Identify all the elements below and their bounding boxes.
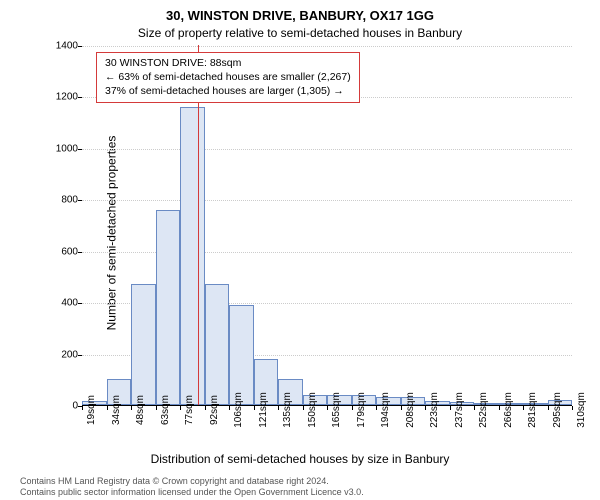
x-tick-mark [401, 406, 402, 410]
chart-subtitle: Size of property relative to semi-detach… [0, 26, 600, 40]
y-tick-label: 0 [48, 401, 78, 412]
x-tick-mark [82, 406, 83, 410]
x-tick-mark [352, 406, 353, 410]
x-tick-mark [303, 406, 304, 410]
footer-attribution: Contains HM Land Registry data © Crown c… [20, 476, 580, 499]
histogram-bar [205, 284, 230, 405]
x-tick-label: 77sqm [184, 395, 195, 425]
y-tick-label: 800 [48, 195, 78, 206]
info-line-2: ← 63% of semi-detached houses are smalle… [105, 70, 351, 84]
info-line-1: 30 WINSTON DRIVE: 88sqm [105, 56, 351, 70]
y-tick-label: 1000 [48, 143, 78, 154]
x-tick-mark [205, 406, 206, 410]
x-tick-mark [572, 406, 573, 410]
grid-line [82, 149, 572, 150]
x-tick-label: 106sqm [233, 392, 244, 428]
x-tick-mark [425, 406, 426, 410]
x-tick-label: 223sqm [429, 392, 440, 428]
y-tick-label: 1200 [48, 92, 78, 103]
x-tick-mark [450, 406, 451, 410]
x-tick-label: 19sqm [86, 395, 97, 425]
chart-title: 30, WINSTON DRIVE, BANBURY, OX17 1GG [0, 8, 600, 23]
info-line-3: 37% of semi-detached houses are larger (… [105, 84, 351, 98]
x-tick-label: 34sqm [111, 395, 122, 425]
x-tick-label: 266sqm [503, 392, 514, 428]
x-tick-mark [499, 406, 500, 410]
info-box: 30 WINSTON DRIVE: 88sqm ← 63% of semi-de… [96, 52, 360, 103]
x-tick-mark [548, 406, 549, 410]
x-tick-mark [523, 406, 524, 410]
x-tick-label: 281sqm [527, 392, 538, 428]
x-tick-mark [156, 406, 157, 410]
x-tick-label: 237sqm [454, 392, 465, 428]
plot-area: 30 WINSTON DRIVE: 88sqm ← 63% of semi-de… [82, 46, 572, 406]
grid-line [82, 200, 572, 201]
x-tick-mark [278, 406, 279, 410]
x-tick-label: 194sqm [380, 392, 391, 428]
x-tick-label: 121sqm [258, 392, 269, 428]
x-tick-label: 135sqm [282, 392, 293, 428]
footer-line-1: Contains HM Land Registry data © Crown c… [20, 476, 580, 487]
property-size-histogram: 30, WINSTON DRIVE, BANBURY, OX17 1GG Siz… [0, 0, 600, 500]
x-tick-mark [254, 406, 255, 410]
x-tick-mark [327, 406, 328, 410]
x-tick-mark [376, 406, 377, 410]
y-tick-label: 1400 [48, 41, 78, 52]
x-tick-label: 63sqm [160, 395, 171, 425]
x-tick-mark [107, 406, 108, 410]
histogram-bar [229, 305, 254, 405]
x-tick-label: 208sqm [405, 392, 416, 428]
x-tick-label: 92sqm [209, 395, 220, 425]
x-tick-label: 165sqm [331, 392, 342, 428]
x-tick-label: 48sqm [135, 395, 146, 425]
x-tick-label: 295sqm [552, 392, 563, 428]
y-tick-label: 200 [48, 349, 78, 360]
histogram-bar [180, 107, 205, 405]
x-tick-mark [474, 406, 475, 410]
x-tick-label: 252sqm [478, 392, 489, 428]
y-tick-label: 600 [48, 246, 78, 257]
x-tick-label: 150sqm [307, 392, 318, 428]
y-tick-label: 400 [48, 298, 78, 309]
x-tick-label: 310sqm [576, 392, 587, 428]
histogram-bar [131, 284, 156, 405]
grid-line [82, 46, 572, 47]
x-tick-mark [180, 406, 181, 410]
x-axis-label: Distribution of semi-detached houses by … [0, 452, 600, 466]
footer-line-2: Contains public sector information licen… [20, 487, 580, 498]
x-tick-mark [131, 406, 132, 410]
x-tick-label: 179sqm [356, 392, 367, 428]
x-tick-mark [229, 406, 230, 410]
histogram-bar [156, 210, 181, 405]
